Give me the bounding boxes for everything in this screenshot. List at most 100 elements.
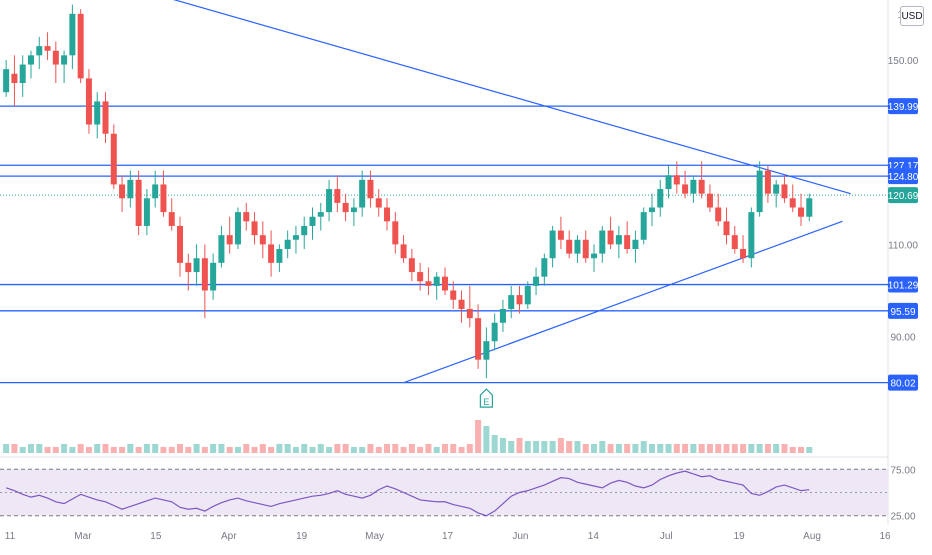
candle-body[interactable] [433, 276, 440, 286]
candle-body[interactable] [417, 272, 424, 282]
candle-body[interactable] [466, 308, 473, 319]
candle-body[interactable] [682, 184, 689, 194]
candle-body[interactable] [119, 184, 126, 199]
candle-body[interactable] [168, 212, 175, 226]
rsi-line[interactable] [5, 470, 810, 517]
candle-body[interactable] [177, 225, 184, 263]
candle-body[interactable] [740, 249, 747, 259]
candle-body[interactable] [226, 235, 233, 245]
candle-body[interactable] [243, 212, 250, 222]
candle-body[interactable] [110, 133, 117, 185]
candle-body[interactable] [491, 322, 498, 342]
candle-body[interactable] [632, 239, 639, 249]
candle-body[interactable] [789, 198, 796, 208]
candle-body[interactable] [342, 202, 349, 213]
candle-body[interactable] [557, 230, 564, 240]
candle-body[interactable] [185, 262, 192, 273]
candle-body[interactable] [715, 207, 722, 222]
candle-body[interactable] [599, 230, 606, 254]
candle-body[interactable] [367, 179, 374, 199]
candle-body[interactable] [36, 46, 43, 56]
candle-body[interactable] [425, 281, 432, 286]
candle-body[interactable] [11, 73, 18, 83]
candle-body[interactable] [218, 235, 225, 263]
candle-body[interactable] [334, 189, 341, 203]
candle-body[interactable] [698, 179, 705, 194]
candle-body[interactable] [640, 212, 647, 240]
candle-body[interactable] [549, 230, 556, 259]
candle-body[interactable] [251, 221, 258, 236]
candle-body[interactable] [234, 212, 241, 245]
candle-body[interactable] [508, 295, 515, 309]
earnings-marker-icon[interactable] [479, 388, 493, 408]
candle-body[interactable] [193, 258, 200, 273]
candle-body[interactable] [574, 239, 581, 254]
candle-body[interactable] [210, 262, 217, 291]
candle-body[interactable] [450, 290, 457, 300]
candle-body[interactable] [317, 212, 324, 217]
candle-body[interactable] [475, 318, 482, 360]
candle-body[interactable] [309, 216, 316, 226]
candle-body[interactable] [276, 249, 283, 263]
candle-body[interactable] [499, 308, 506, 323]
candle-body[interactable] [135, 179, 142, 226]
candle-body[interactable] [483, 341, 490, 360]
candle-body[interactable] [591, 253, 598, 259]
candle-body[interactable] [400, 244, 407, 259]
candle-body[interactable] [3, 69, 10, 93]
candle-body[interactable] [127, 179, 134, 199]
candle-body[interactable] [781, 184, 788, 199]
candle-body[interactable] [756, 170, 763, 213]
candle-body[interactable] [201, 258, 208, 291]
candle-body[interactable] [582, 239, 589, 259]
candle-body[interactable] [85, 78, 92, 125]
candle-body[interactable] [648, 207, 655, 213]
candle-body[interactable] [69, 13, 76, 56]
candle-body[interactable] [284, 239, 291, 249]
candle-body[interactable] [748, 212, 755, 259]
candle-body[interactable] [143, 198, 150, 226]
candle-body[interactable] [292, 235, 299, 240]
candle-body[interactable] [375, 198, 382, 208]
candle-body[interactable] [615, 235, 622, 245]
candle-body[interactable] [326, 189, 333, 213]
candle-body[interactable] [541, 258, 548, 277]
candle-body[interactable] [798, 207, 805, 217]
candle-body[interactable] [384, 207, 391, 222]
candle-body[interactable] [392, 221, 399, 245]
candle-body[interactable] [524, 285, 531, 305]
candle-body[interactable] [350, 207, 357, 213]
candle-body[interactable] [624, 235, 631, 249]
candle-body[interactable] [764, 170, 771, 194]
candle-body[interactable] [566, 239, 573, 254]
candle-body[interactable] [673, 175, 680, 185]
candle-body[interactable] [259, 235, 266, 245]
trendline-descending-resistance[interactable] [14, 0, 851, 195]
candle-body[interactable] [160, 184, 167, 213]
candle-body[interactable] [533, 276, 540, 286]
candle-body[interactable] [706, 193, 713, 208]
candle-body[interactable] [516, 295, 523, 305]
candle-body[interactable] [690, 179, 697, 194]
candle-body[interactable] [665, 175, 672, 190]
candle-body[interactable] [773, 184, 780, 194]
candle-body[interactable] [301, 225, 308, 236]
candle-body[interactable] [52, 50, 59, 65]
candle-body[interactable] [359, 179, 366, 208]
candle-body[interactable] [19, 64, 26, 83]
candle-body[interactable] [77, 13, 84, 79]
candle-body[interactable] [731, 235, 738, 249]
candle-body[interactable] [152, 184, 159, 199]
candle-body[interactable] [657, 189, 664, 208]
candle-body[interactable] [268, 244, 275, 263]
candle-body[interactable] [27, 55, 34, 65]
candle-body[interactable] [61, 55, 68, 65]
currency-button[interactable]: USD [900, 6, 924, 26]
candle-body[interactable] [806, 198, 813, 217]
candle-body[interactable] [408, 258, 415, 273]
candle-body[interactable] [94, 101, 101, 125]
candle-body[interactable] [102, 101, 109, 134]
candle-body[interactable] [44, 46, 51, 51]
